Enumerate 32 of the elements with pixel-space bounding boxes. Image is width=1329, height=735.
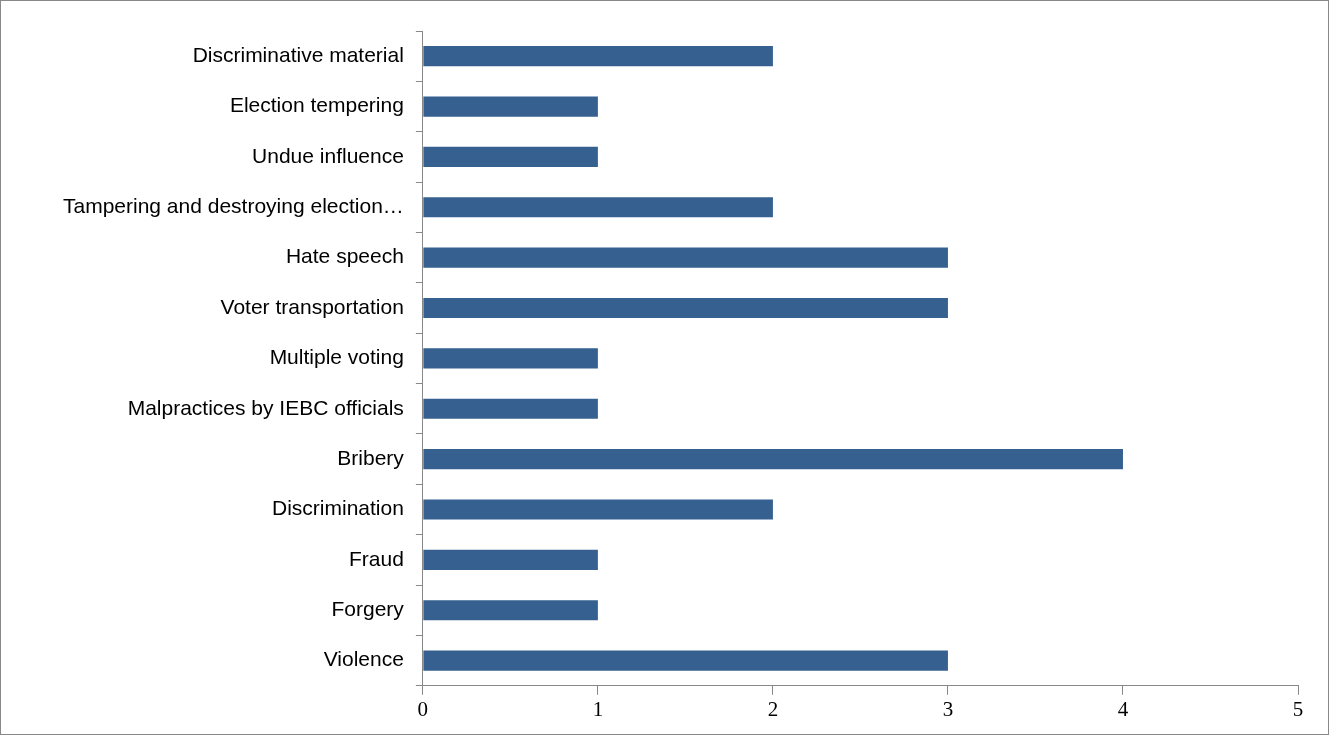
bar [423,247,948,268]
y-tick-label: Voter transportation [220,294,404,318]
y-tick-label: Bribery [337,445,405,469]
y-tick-label: Malpractices by IEBC officials [127,395,404,419]
y-tick-label: Tampering and destroying election… [62,194,404,218]
bar [423,499,773,520]
y-tick-label: Discriminative material [192,42,404,66]
y-tick-label: Forgery [331,597,405,621]
y-tick-label: Violence [323,647,404,671]
x-tick-label: 0 [417,696,429,721]
bar [423,348,598,369]
bar [423,146,598,167]
y-tick-label: Election tempering [229,93,404,117]
x-tick-label: 5 [1292,696,1304,721]
bar [423,650,948,671]
bar [423,549,598,570]
y-tick-label: Undue influence [252,143,404,167]
x-tick-label: 4 [1117,696,1129,721]
bar [423,297,948,319]
y-tick-label: Fraud [349,546,404,570]
x-tick-label: 2 [767,696,779,721]
y-tick-label: Discrimination [271,496,404,520]
bar [423,398,598,419]
bar [423,46,773,67]
bar [423,197,773,218]
y-tick-label: Hate speech [285,244,404,268]
bar [423,449,1123,470]
bar [423,600,598,621]
x-tick-label: 3 [942,696,954,721]
x-tick-label: 1 [592,696,604,721]
y-tick-label: Multiple voting [269,345,404,369]
bar [423,96,598,117]
